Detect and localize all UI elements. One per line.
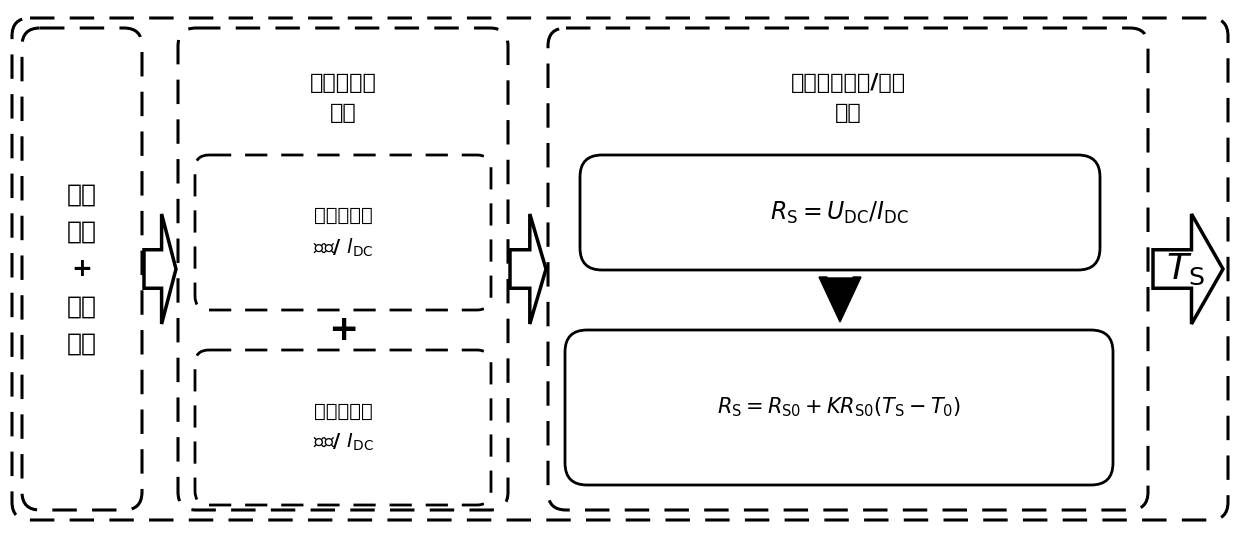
Text: 信号
注入
+
矢量
控制: 信号 注入 + 矢量 控制 xyxy=(67,182,97,356)
FancyBboxPatch shape xyxy=(22,28,143,510)
FancyBboxPatch shape xyxy=(580,155,1100,270)
Text: 直流分量的
提取: 直流分量的 提取 xyxy=(310,73,377,123)
Polygon shape xyxy=(818,277,861,322)
Text: 相电流直流
分量/ $I_{\mathrm{DC}}$: 相电流直流 分量/ $I_{\mathrm{DC}}$ xyxy=(312,402,373,453)
FancyBboxPatch shape xyxy=(195,155,491,310)
FancyBboxPatch shape xyxy=(565,330,1114,485)
Polygon shape xyxy=(1153,214,1223,324)
FancyBboxPatch shape xyxy=(548,28,1148,510)
Text: $R_{\mathrm{S}}=R_{\mathrm{S0}}+KR_{\mathrm{S0}}\left(T_{\mathrm{S}}-T_{0}\right: $R_{\mathrm{S}}=R_{\mathrm{S0}}+KR_{\mat… xyxy=(717,396,961,419)
FancyBboxPatch shape xyxy=(179,28,508,510)
Polygon shape xyxy=(144,214,176,324)
Text: 定子电阻计算/温度
估计: 定子电阻计算/温度 估计 xyxy=(790,73,905,123)
Text: $T_{\mathrm{S}}$: $T_{\mathrm{S}}$ xyxy=(1166,251,1204,287)
Text: +: + xyxy=(327,313,358,347)
Text: $R_{\mathrm{S}}=U_{\mathrm{DC}}/I_{\mathrm{DC}}$: $R_{\mathrm{S}}=U_{\mathrm{DC}}/I_{\math… xyxy=(770,200,910,225)
FancyBboxPatch shape xyxy=(12,18,1228,520)
Polygon shape xyxy=(510,214,546,324)
FancyBboxPatch shape xyxy=(195,350,491,505)
Text: 相电压直流
分量/ $l_{\mathrm{DC}}$: 相电压直流 分量/ $l_{\mathrm{DC}}$ xyxy=(312,206,373,259)
